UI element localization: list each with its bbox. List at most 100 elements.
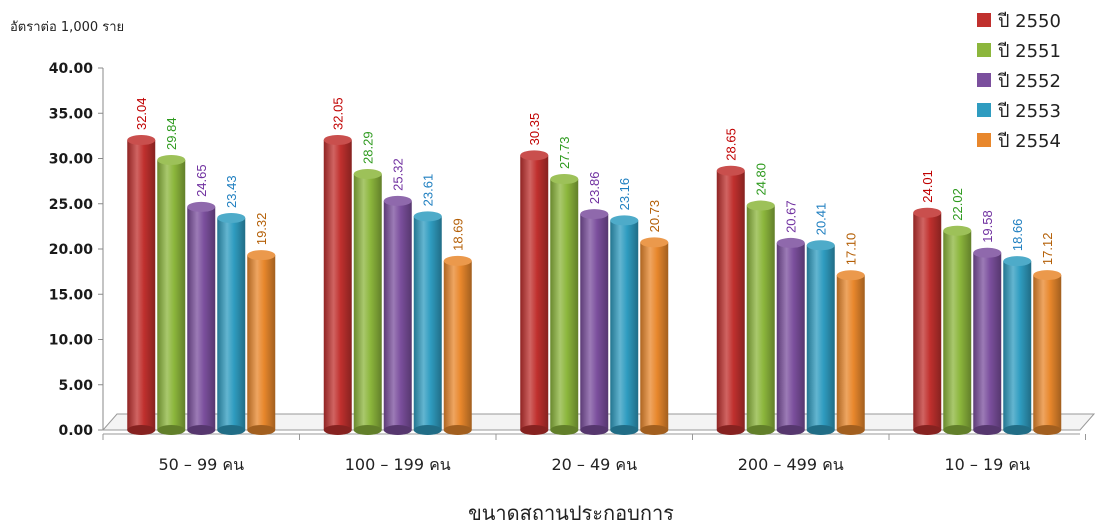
bar-top [836,270,865,281]
bar-top [1033,270,1062,281]
legend-label: ปี 2551 [998,41,1061,62]
y-tick-label: 25.00 [49,197,94,213]
bar-top [746,200,775,211]
bar-top [353,168,382,179]
data-label: 18.66 [1010,219,1025,252]
y-tick-label: 15.00 [49,287,94,303]
data-label: 20.67 [784,200,799,233]
bar-body [776,242,805,430]
bar [443,255,472,435]
bar [353,168,382,435]
bar [746,200,775,435]
bar-base [520,425,549,435]
data-label: 25.32 [391,158,406,191]
data-label: 23.16 [617,178,632,211]
bar-base [806,425,835,435]
bar [716,165,745,435]
y-tick-label: 40.00 [49,61,94,77]
bar-top [973,247,1002,258]
bar-body [640,242,669,430]
bar-body [353,173,382,430]
x-tick-label: 100 – 199 คน [345,455,451,474]
bar-top [913,207,942,218]
bar-top [443,255,472,266]
bar [806,240,835,435]
bar-body [217,217,246,430]
bar [943,225,972,435]
bar-base [1003,425,1032,435]
bar [413,211,442,435]
data-label: 24.01 [920,170,935,203]
bar-top [520,150,549,161]
bar-top [383,195,412,206]
bar-body [943,230,972,430]
bar-base [443,425,472,435]
bar-base [247,425,276,435]
bar-base [127,425,156,435]
bar-base [580,425,609,435]
y-tick-label: 0.00 [58,423,93,439]
legend-swatch [977,73,991,87]
bar-body [127,140,156,430]
legend-item: ปี 2551 [977,41,1061,62]
bar [913,207,942,435]
bar-body [413,216,442,430]
x-axis-title: ขนาดสถานประกอบการ [468,501,674,525]
y-tick-label: 5.00 [58,378,93,394]
bar-body [247,255,276,430]
data-labels-group: 32.04 29.84 24.65 23.43 19.32 32.05 28.29 25.32… [134,97,1055,265]
bar-base [1033,425,1062,435]
bar-top [943,225,972,236]
legend: ปี 2550 ปี 2551 ปี 2552 ปี 2553 ปี 2554 [977,11,1061,152]
legend-item: ปี 2550 [977,11,1061,32]
bar-body [580,214,609,430]
bar-body [383,200,412,430]
bar-body [746,205,775,430]
data-label: 24.65 [194,164,209,197]
bar [550,174,579,435]
data-label: 18.69 [451,218,466,251]
y-tick-label: 10.00 [49,333,94,349]
bar-top [247,250,276,261]
bar-top [187,201,216,212]
bar [640,237,669,435]
bar-base [746,425,775,435]
bar-body [1003,261,1032,430]
bar-top [640,237,669,248]
data-label: 28.65 [724,128,739,161]
bar [323,134,352,435]
bar [187,201,216,435]
data-label: 23.86 [587,172,602,205]
data-label: 17.12 [1040,233,1055,266]
bar-base [943,425,972,435]
data-label: 27.73 [557,136,572,169]
bar-base [217,425,246,435]
bar-top [127,135,156,146]
bar-body [806,245,835,430]
bar-body [836,275,865,430]
bar-base [973,425,1002,435]
bar-body [187,206,216,430]
x-tick-label: 10 – 19 คน [944,455,1030,474]
x-tick-label: 20 – 49 คน [551,455,637,474]
bar-base [610,425,639,435]
y-axis: 0.00 5.00 10.00 15.00 20.00 25.00 30.00 35.00 40… [49,61,104,439]
bar-top [323,134,352,145]
bar-top [413,211,442,222]
bar-body [1033,275,1062,430]
data-label: 32.04 [134,97,149,130]
bar-base [913,425,942,435]
bar [836,270,865,435]
bar-base [413,425,442,435]
bar-body [323,139,352,430]
bar-body [913,212,942,430]
bar [776,237,805,435]
bar-base [187,425,216,435]
data-label: 23.61 [421,174,436,207]
bar-body [443,260,472,430]
bar [1033,270,1062,435]
bar [217,212,246,435]
legend-swatch [977,13,991,27]
bar-base [353,425,382,435]
legend-label: ปี 2552 [998,71,1061,92]
